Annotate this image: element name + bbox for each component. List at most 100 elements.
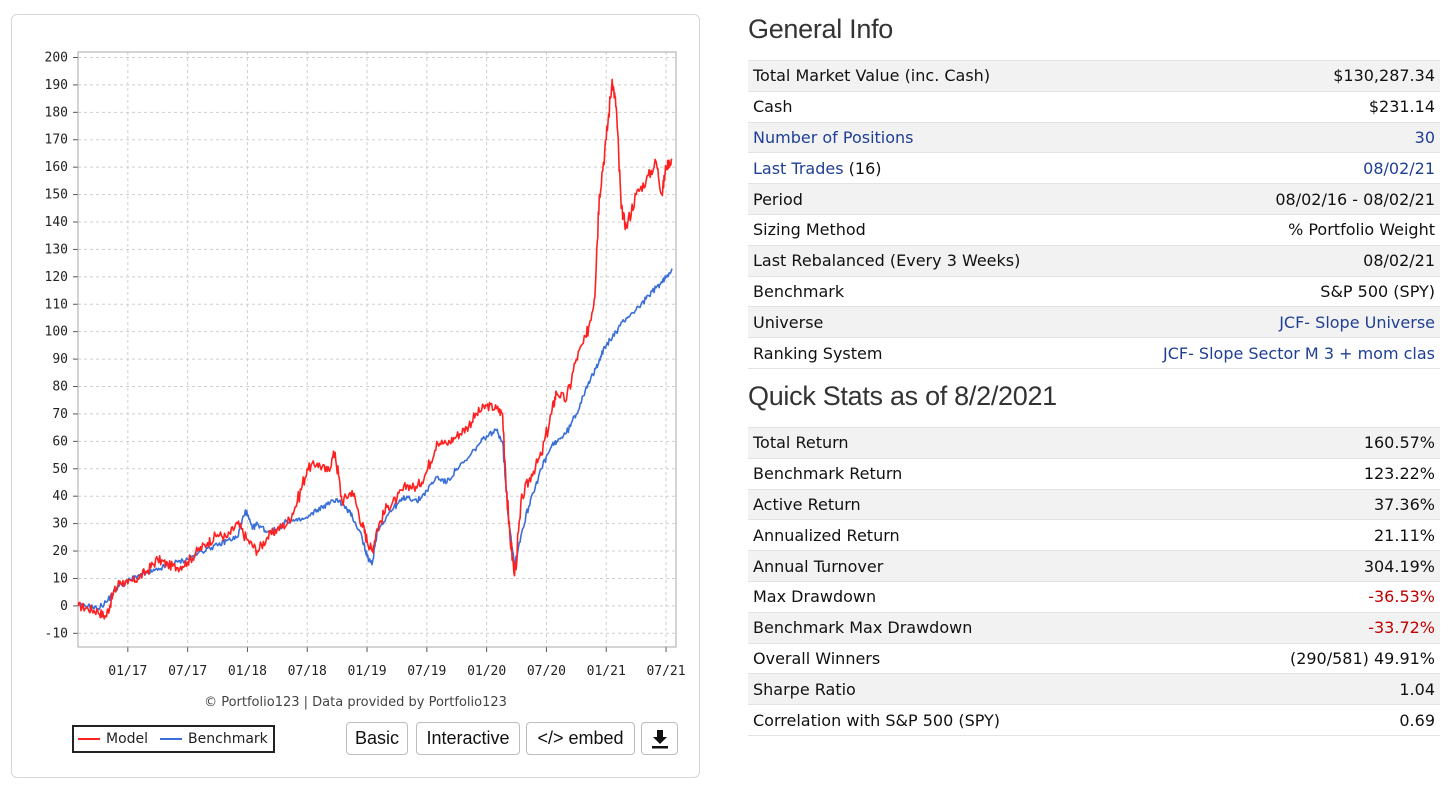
plot-frame <box>77 51 677 648</box>
row-value: 123.22% <box>1363 464 1435 484</box>
table-row: Benchmark Return 123.22% <box>748 458 1440 489</box>
row-label: Ranking System <box>753 343 883 363</box>
row-value: $130,287.34 <box>1333 66 1435 86</box>
general-info-title: General Info <box>748 14 893 44</box>
chart-credit: © Portfolio123 | Data provided by Portfo… <box>204 695 507 710</box>
x-tick-label: 07/20 <box>527 664 566 679</box>
y-tick-label: 150 <box>45 188 68 203</box>
performance-chart[interactable]: -10 0 10 20 30 40 50 60 70 80 90 100 110 120 130 140 150… <box>12 15 699 715</box>
positions-count-link[interactable]: 30 <box>1414 127 1435 147</box>
row-label: Overall Winners <box>753 648 881 668</box>
legend-label-benchmark: Benchmark <box>188 731 268 747</box>
table-row: Last Rebalanced (Every 3 Weeks) 08/02/21 <box>748 245 1440 277</box>
row-label: Annualized Return <box>753 525 900 545</box>
chart-panel: -10 0 10 20 30 40 50 60 70 80 90 100 110 120 130 140 150… <box>11 14 700 778</box>
row-value: 160.57% <box>1363 433 1435 453</box>
x-tick-label: 01/18 <box>228 664 267 679</box>
interactive-chart-button[interactable]: Interactive <box>416 722 520 755</box>
general-info-table: Total Market Value (inc. Cash) $130,287.… <box>748 60 1440 369</box>
row-value: % Portfolio Weight <box>1288 220 1435 240</box>
table-row: Overall Winners (290/581) 49.91% <box>748 643 1440 674</box>
table-row: Number of Positions 30 <box>748 122 1440 153</box>
y-tick-label: 160 <box>45 160 68 175</box>
model-series-line <box>77 78 673 620</box>
legend-item-model: Model <box>78 731 148 747</box>
y-tick-label: 50 <box>52 462 68 477</box>
table-row: Ranking System JCF- Slope Sector M 3 + m… <box>748 337 1440 369</box>
row-label: Last Rebalanced (Every 3 Weeks) <box>753 251 1021 271</box>
table-row: Benchmark Max Drawdown -33.72% <box>748 612 1440 644</box>
row-label: Active Return <box>753 494 861 514</box>
table-row: Sharpe Ratio 1.04 <box>748 673 1440 705</box>
row-label: Cash <box>753 97 793 117</box>
x-tick-label: 07/18 <box>288 664 327 679</box>
y-tick-label: 30 <box>52 517 68 532</box>
table-row: Universe JCF- Slope Universe <box>748 306 1440 338</box>
y-tick-label: 110 <box>45 297 68 312</box>
ranking-system-link[interactable]: JCF- Slope Sector M 3 + mom clas <box>1162 343 1435 363</box>
last-trades-link[interactable]: Last Trades <box>753 158 844 178</box>
table-row: Total Market Value (inc. Cash) $130,287.… <box>748 60 1440 92</box>
legend-swatch-model <box>78 738 100 740</box>
row-value: 08/02/16 - 08/02/21 <box>1275 189 1435 209</box>
row-value: $231.14 <box>1368 97 1435 117</box>
row-label: Total Market Value (inc. Cash) <box>753 66 991 86</box>
universe-link[interactable]: JCF- Slope Universe <box>1279 312 1435 332</box>
y-tick-label: -10 <box>45 626 68 641</box>
embed-button[interactable]: </> embed <box>526 722 635 755</box>
row-label: Benchmark Return <box>753 464 903 484</box>
y-tick-label: 90 <box>52 352 68 367</box>
chart-legend: Model Benchmark <box>72 725 275 753</box>
y-tick-label: 140 <box>45 215 68 230</box>
row-label: Period <box>753 189 803 209</box>
x-tick-label: 07/19 <box>407 664 446 679</box>
y-tick-label: 170 <box>45 133 68 148</box>
x-tick-label: 01/17 <box>108 664 147 679</box>
number-of-positions-link[interactable]: Number of Positions <box>753 127 914 147</box>
y-tick-label: 190 <box>45 78 68 93</box>
row-value: 21.11% <box>1373 525 1435 545</box>
quick-stats-table: Total Return 160.57% Benchmark Return 12… <box>748 427 1440 736</box>
download-icon <box>651 729 668 748</box>
y-tick-label: 40 <box>52 489 68 504</box>
y-tick-label: 130 <box>45 242 68 257</box>
row-label: Max Drawdown <box>753 587 877 607</box>
legend-item-benchmark: Benchmark <box>160 731 268 747</box>
x-tick-label: 07/17 <box>168 664 207 679</box>
row-label: Correlation with S&P 500 (SPY) <box>753 710 1001 730</box>
y-tick-label: 100 <box>45 325 68 340</box>
table-row: Sizing Method % Portfolio Weight <box>748 214 1440 245</box>
table-row: Period 08/02/16 - 08/02/21 <box>748 183 1440 215</box>
y-tick-label: 70 <box>52 407 68 422</box>
row-value: 37.36% <box>1373 494 1435 514</box>
row-label: Benchmark <box>753 281 845 301</box>
row-value: -33.72% <box>1368 618 1435 638</box>
row-label: Universe <box>753 312 824 332</box>
table-row: Max Drawdown -36.53% <box>748 581 1440 612</box>
table-row: Last Trades (16) 08/02/21 <box>748 152 1440 184</box>
row-value: 304.19% <box>1363 556 1435 576</box>
benchmark-series-line <box>77 268 673 612</box>
y-tick-label: 60 <box>52 434 68 449</box>
row-label: Sharpe Ratio <box>753 679 856 699</box>
basic-chart-button[interactable]: Basic <box>346 722 408 755</box>
row-value: (290/581) 49.91% <box>1289 648 1435 668</box>
last-trades-date-link[interactable]: 08/02/21 <box>1363 158 1435 178</box>
table-row: Total Return 160.57% <box>748 427 1440 459</box>
legend-label-model: Model <box>106 731 149 747</box>
table-row: Active Return 37.36% <box>748 489 1440 520</box>
y-tick-label: 0 <box>60 599 68 614</box>
chart-grid <box>78 52 676 647</box>
row-value: 08/02/21 <box>1363 251 1435 271</box>
x-tick-label: 07/21 <box>646 664 685 679</box>
download-button[interactable] <box>641 722 678 755</box>
table-row: Correlation with S&P 500 (SPY) 0.69 <box>748 704 1440 736</box>
row-label: Benchmark Max Drawdown <box>753 618 973 638</box>
y-tick-label: 200 <box>45 50 68 65</box>
table-row: Benchmark S&P 500 (SPY) <box>748 276 1440 307</box>
x-tick-label: 01/19 <box>347 664 386 679</box>
y-tick-label: 180 <box>45 105 68 120</box>
y-tick-label: 80 <box>52 380 68 395</box>
last-trades-count: (16) <box>843 158 882 178</box>
y-tick-label: 20 <box>52 544 68 559</box>
